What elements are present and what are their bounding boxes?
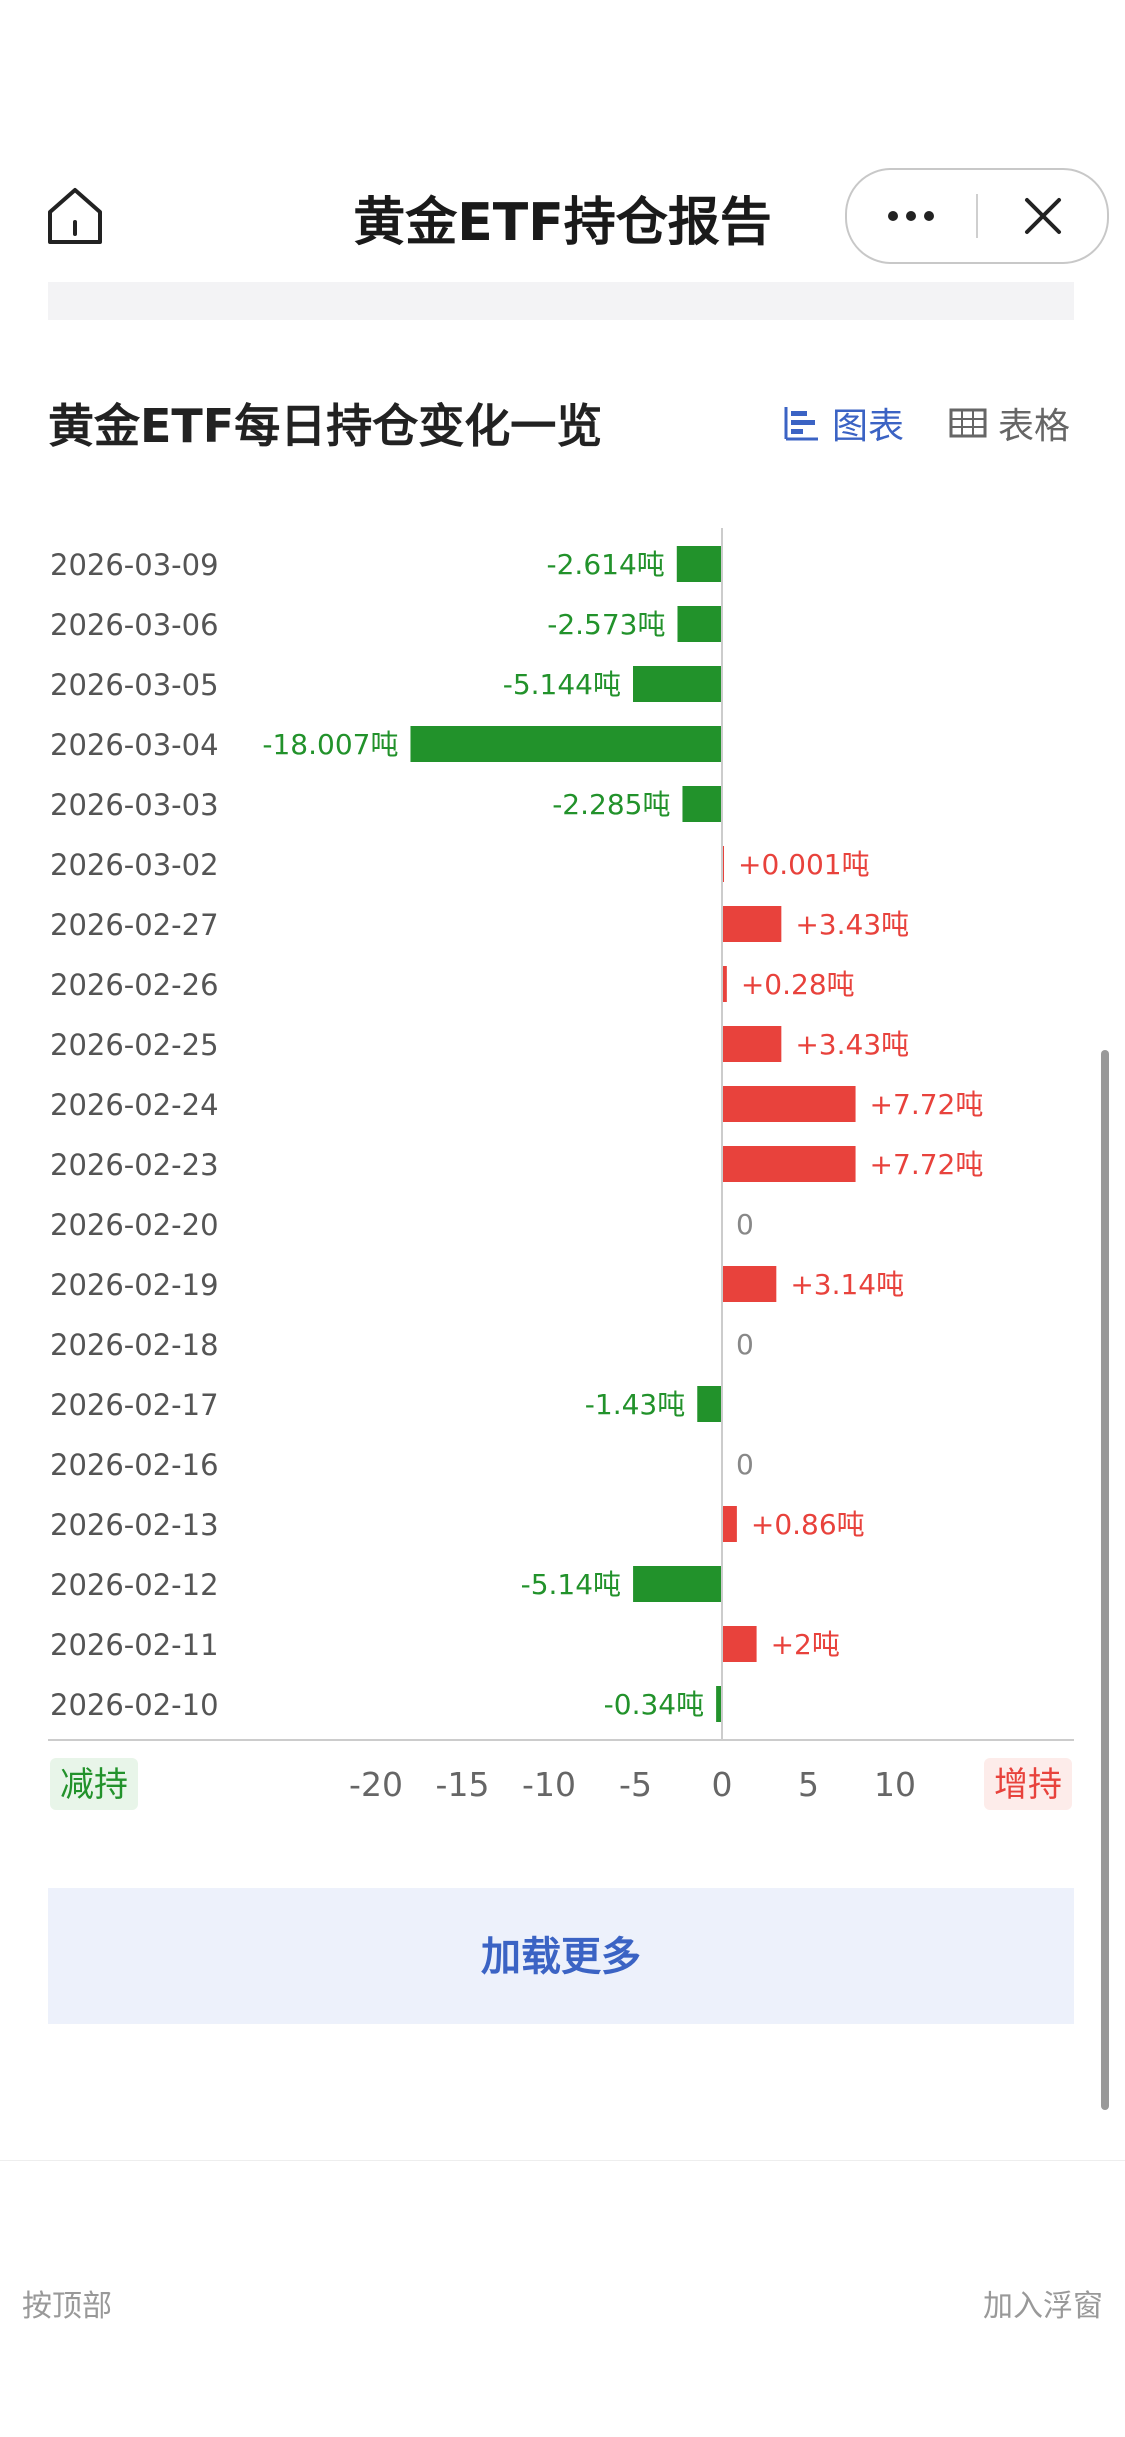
mini-program-capsule [845,168,1109,264]
value-label: -5.144吨 [503,668,621,701]
category-label: 2026-02-17 [50,1388,219,1422]
close-icon [1025,198,1061,234]
value-label: -2.614吨 [547,548,665,581]
bar-positive [722,1266,777,1302]
close-button[interactable] [979,170,1107,262]
value-label: +3.14吨 [790,1268,904,1301]
more-button[interactable] [847,170,975,262]
category-label: 2026-02-10 [50,1688,219,1722]
value-label: +0.001吨 [738,848,870,881]
value-label: 0 [736,1208,754,1241]
bar-positive [722,906,782,942]
view-table-label: 表格 [998,406,1071,447]
bar-positive [722,1086,856,1122]
value-label: +7.72吨 [870,1148,984,1181]
value-label: -2.573吨 [547,608,665,641]
category-label: 2026-03-03 [50,788,219,822]
view-toggle-chart[interactable]: 图表 [782,398,904,448]
value-label: +0.86吨 [751,1508,865,1541]
bar-negative [716,1686,722,1722]
category-label: 2026-02-25 [50,1028,219,1062]
category-label: 2026-02-19 [50,1268,219,1302]
bar-positive [722,1026,782,1062]
category-label: 2026-03-02 [50,848,219,882]
view-toggle-table[interactable]: 表格 [948,398,1070,448]
bar-chart-icon [784,407,818,441]
x-tick-label: 5 [798,1765,819,1804]
scrollbar[interactable] [1101,1050,1109,2110]
previous-section-edge [48,282,1074,320]
holdings-change-bar-chart: 2026-03-09 -2.614吨 2026-03-06 -2.573吨 2026-0… [48,528,1074,1810]
value-label: -18.007吨 [262,728,398,761]
view-chart-label: 图表 [832,406,905,447]
page-title: 黄金ETF持仓报告 [353,193,772,253]
home-icon[interactable] [42,182,108,248]
section-title: 黄金ETF每日持仓变化一览 [48,399,603,453]
bar-positive [722,966,727,1002]
x-tick-label: -20 [349,1765,403,1804]
load-more-button[interactable]: 加载更多 [48,1888,1074,2024]
bar-positive [722,1506,737,1542]
value-label: -2.285吨 [552,788,670,821]
category-label: 2026-03-05 [50,668,219,702]
bottom-toolbar: 按顶部 加入浮窗 [0,2160,1125,2437]
category-label: 2026-02-20 [50,1208,219,1242]
x-tick-label: 10 [874,1765,916,1804]
capsule-divider [976,194,978,238]
more-dots-icon [888,211,934,221]
bar-negative [676,546,722,582]
bar-negative [677,606,722,642]
category-label: 2026-02-13 [50,1508,219,1542]
x-tick-label: -5 [619,1765,652,1804]
x-tick-label: -10 [522,1765,576,1804]
positive-legend-label: 增持 [994,1765,1062,1805]
category-label: 2026-02-27 [50,908,219,942]
bar-negative [633,666,722,702]
category-label: 2026-03-06 [50,608,219,642]
value-label: +7.72吨 [870,1088,984,1121]
category-label: 2026-02-11 [50,1628,219,1662]
value-label: -5.14吨 [521,1568,621,1601]
category-label: 2026-02-26 [50,968,219,1002]
value-label: 0 [736,1328,754,1361]
category-label: 2026-02-16 [50,1448,219,1482]
bar-negative [410,726,722,762]
bar-positive [722,1626,757,1662]
category-label: 2026-02-24 [50,1088,219,1122]
negative-legend-label: 减持 [60,1765,128,1805]
value-label: -0.34吨 [604,1688,704,1721]
category-label: 2026-03-09 [50,548,219,582]
bar-negative [633,1566,722,1602]
positive-legend-badge [984,1758,1072,1810]
bottom-right-text[interactable]: 加入浮窗 [983,2289,1103,2324]
category-label: 2026-02-23 [50,1148,219,1182]
negative-legend-badge [50,1758,138,1810]
category-label: 2026-02-12 [50,1568,219,1602]
value-label: +0.28吨 [741,968,855,1001]
nav-header: 黄金ETF持仓报告 [0,150,1125,280]
bar-negative [682,786,722,822]
bar-negative [697,1386,722,1422]
x-tick-label: -15 [436,1765,490,1804]
table-icon [949,408,987,438]
value-label: -1.43吨 [585,1388,685,1421]
bar-positive [722,1146,856,1182]
category-label: 2026-02-18 [50,1328,219,1362]
value-label: +2吨 [771,1628,840,1661]
x-tick-label: 0 [712,1765,733,1804]
value-label: +3.43吨 [795,1028,909,1061]
bottom-left-text[interactable]: 按顶部 [22,2289,112,2324]
category-label: 2026-03-04 [50,728,219,762]
value-label: 0 [736,1448,754,1481]
value-label: +3.43吨 [795,908,909,941]
